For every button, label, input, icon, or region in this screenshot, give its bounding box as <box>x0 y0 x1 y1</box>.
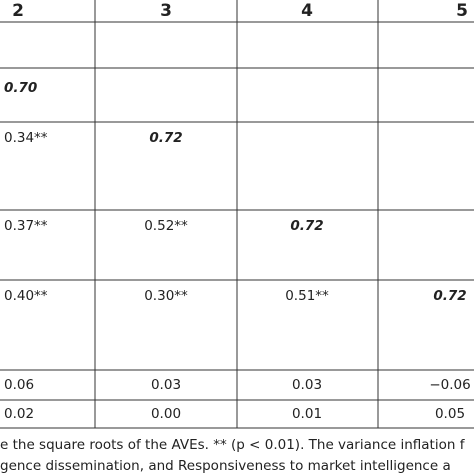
table-cell: 0.51** <box>285 288 329 304</box>
table-cell: 0.00 <box>151 406 181 422</box>
table-cell: 0.72 <box>433 288 466 304</box>
table-cell: 0.72 <box>290 218 323 234</box>
table-cell: −0.06 <box>429 377 470 393</box>
table-cell: 0.03 <box>151 377 181 393</box>
table-cell: 0.02 <box>4 406 34 422</box>
table-cell: 0.72 <box>149 130 182 146</box>
footnote: e the square roots of the AVEs. ** (p < … <box>0 437 466 453</box>
column-header: 2 <box>12 1 24 21</box>
column-header: 5 <box>456 1 468 21</box>
table-cell: 0.70 <box>4 80 37 96</box>
table-cell: 0.30** <box>144 288 188 304</box>
table-cell: 0.06 <box>4 377 34 393</box>
table-cell: 0.01 <box>292 406 322 422</box>
table-cell: 0.52** <box>144 218 188 234</box>
column-header: 4 <box>301 1 313 21</box>
column-header: 3 <box>160 1 172 21</box>
grid <box>0 0 474 429</box>
table-cell: 0.05 <box>435 406 465 422</box>
footnote: gence dissemination, and Responsiveness … <box>0 458 451 474</box>
table-cell: 0.40** <box>4 288 48 304</box>
table-cell: 0.34** <box>4 130 48 146</box>
table-cell: 0.03 <box>292 377 322 393</box>
table-cell: 0.37** <box>4 218 48 234</box>
